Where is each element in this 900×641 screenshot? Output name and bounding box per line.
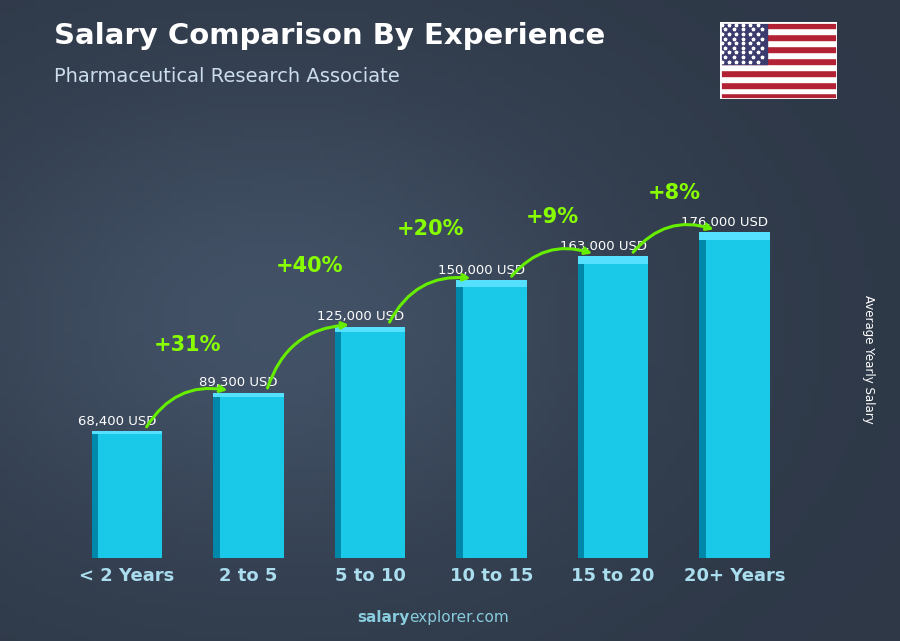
Bar [720,40,837,46]
Text: +9%: +9% [526,206,579,226]
Text: 163,000 USD: 163,000 USD [560,240,647,253]
Text: +31%: +31% [154,335,221,356]
Bar [720,88,837,94]
Bar [213,392,220,558]
Bar [213,392,284,558]
Text: 125,000 USD: 125,000 USD [317,310,404,324]
Bar [720,94,837,99]
Bar [92,431,98,558]
Text: +8%: +8% [647,183,700,203]
Text: salary: salary [357,610,410,625]
Bar [578,256,584,558]
Bar [92,431,162,435]
Bar [578,256,648,558]
Bar [335,327,405,558]
Bar [720,22,767,64]
Bar [720,58,837,64]
Text: Average Yearly Salary: Average Yearly Salary [862,295,875,423]
Bar [456,280,526,558]
Bar [578,256,648,264]
Bar [720,81,837,88]
Bar [720,70,837,76]
Text: 150,000 USD: 150,000 USD [438,264,526,277]
Text: +20%: +20% [397,219,464,240]
Text: 176,000 USD: 176,000 USD [681,216,769,229]
Text: Pharmaceutical Research Associate: Pharmaceutical Research Associate [54,67,400,87]
Bar [720,28,837,34]
Bar [456,280,463,558]
Bar [720,22,837,28]
Bar [720,46,837,52]
Bar [720,34,837,40]
Bar [92,431,162,558]
Bar [720,76,837,81]
Bar [699,232,770,558]
Bar [720,64,837,70]
Bar [699,232,706,558]
Bar [335,327,405,333]
Bar [335,327,341,558]
Bar [699,232,770,240]
Text: explorer.com: explorer.com [410,610,509,625]
Text: Salary Comparison By Experience: Salary Comparison By Experience [54,22,605,51]
Bar [720,52,837,58]
Bar [456,280,526,287]
Text: 68,400 USD: 68,400 USD [78,415,157,428]
Text: +40%: +40% [275,256,343,276]
Text: 89,300 USD: 89,300 USD [200,376,278,390]
Bar [213,392,284,397]
